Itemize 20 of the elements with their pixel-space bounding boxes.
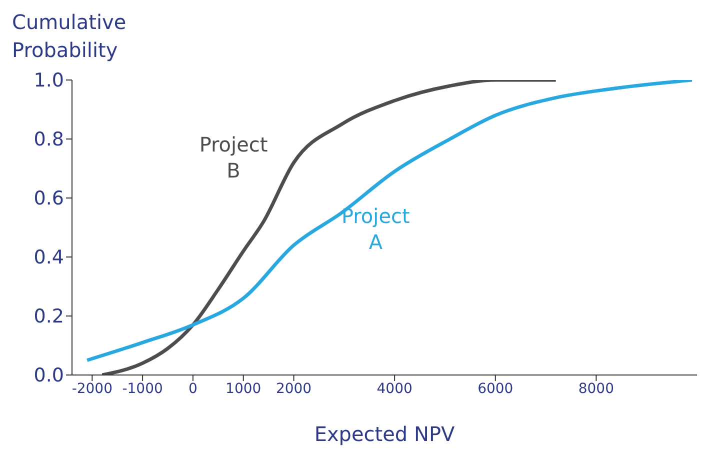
x-axis-title: Expected NPV bbox=[314, 422, 455, 446]
y-tick-label: 0.0 bbox=[34, 364, 64, 387]
x-tick-label: 8000 bbox=[578, 380, 614, 397]
y-tick-label: 0.2 bbox=[34, 306, 64, 328]
x-tick-label: -2000 bbox=[72, 380, 113, 397]
x-tick-label: 2000 bbox=[276, 380, 312, 397]
x-tick-label: 6000 bbox=[478, 380, 514, 397]
series-label: Project B bbox=[199, 132, 268, 183]
x-tick-label: 1000 bbox=[226, 380, 262, 397]
y-tick-label: 1.0 bbox=[34, 70, 64, 92]
y-tick-label: 0.6 bbox=[34, 188, 64, 210]
line-series bbox=[85, 80, 694, 362]
x-tick-label: -1000 bbox=[122, 380, 163, 397]
y-tick-label: 0.4 bbox=[34, 246, 64, 269]
line-series bbox=[100, 80, 558, 375]
y-axis-title: Cumulative Probability bbox=[12, 9, 126, 64]
x-tick-label: 0 bbox=[188, 380, 198, 397]
x-tick-label: 4000 bbox=[376, 380, 412, 397]
y-tick-label: 0.8 bbox=[34, 128, 64, 151]
series-label: Project A bbox=[341, 204, 410, 254]
